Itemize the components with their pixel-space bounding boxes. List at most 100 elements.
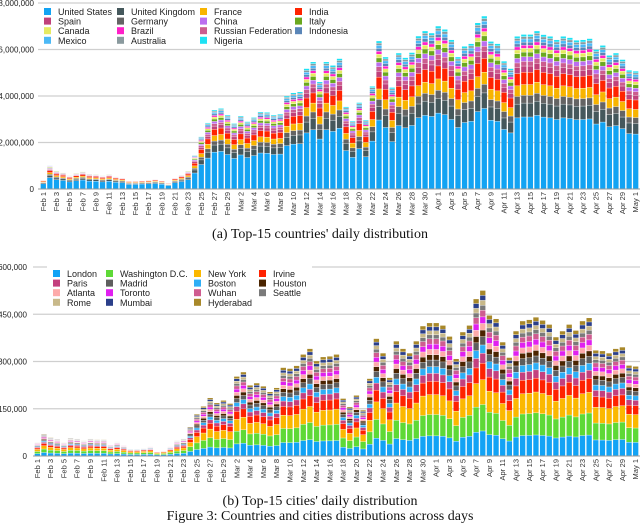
bar-segment-london [134,454,140,456]
bar-segment-atlanta [440,351,446,357]
bar-segment-irvine [480,363,486,380]
bar-segment-united-states [73,180,79,189]
bar-segment-spain [244,135,250,138]
bar-segment-boston [473,350,479,359]
bar-segment-london [274,445,280,456]
bar-segment-india [429,71,435,84]
bar-segment-london [207,447,213,456]
x-tick-label: Apr 5 [460,192,469,210]
bar-segment-china [461,67,468,72]
bar-segment-australia [475,25,481,28]
bar-segment-toronto [220,409,227,412]
bar-segment-nigeria [633,71,639,73]
bar-segment-russian-federation [508,89,514,94]
bar-segment-germany [540,95,547,104]
bar-segment-nigeria [554,39,560,42]
bar-segment-hyderabad [433,323,439,327]
bar-segment-hyderabad [593,350,599,354]
bar-segment-london [387,444,393,456]
bar-segment-germany [343,139,349,144]
bar-segment-toronto [200,414,207,417]
bar-segment-irvine [347,428,353,434]
bar-segment-atlanta [619,369,626,374]
bar-segment-india [73,176,79,177]
bar-stack-mar-13 [310,62,316,189]
bar-segment-hyderabad [573,330,579,334]
bar-segment-russian-federation [211,123,218,126]
bar-segment-germany [264,142,270,147]
bar-segment-nigeria [323,62,329,64]
bar-segment-united-states [224,154,231,189]
bar-stack-apr-12 [508,68,514,189]
bar-segment-london [333,440,340,456]
bar-segment-canada [205,128,211,131]
bar-segment-canada [600,58,606,62]
bar-segment-india [455,89,461,100]
bar-stack-feb-17 [145,180,152,189]
bar-segment-spain [363,134,369,137]
bar-segment-houston [566,356,572,362]
bar-segment-paris [539,372,546,380]
bar-segment-london [54,453,60,456]
bar-segment-irvine [121,449,127,451]
legend-label: Rome [67,298,91,308]
bar-segment-india [626,99,632,109]
bar-segment-mexico [224,117,231,119]
bar-segment-germany [514,96,520,104]
bar-segment-spain [231,137,237,140]
bar-segment-australia [481,18,487,22]
bar-segment-wuhan [460,347,466,352]
bar-segment-paris [94,445,100,447]
bar-segment-london [74,453,80,456]
bar-segment-spain [205,136,211,139]
x-tick-label: Feb 7 [78,192,87,211]
bar-segment-wuhan [327,368,333,372]
bar-segment-wuhan [333,366,340,371]
bar-segment-toronto [433,344,439,350]
bar-stack-mar-16 [327,356,333,456]
bar-segment-brazil [409,62,415,65]
bar-segment-houston [486,349,493,355]
bar-segment-spain [251,132,257,135]
bar-segment-united-states [40,184,46,189]
bar-segment-toronto [586,340,592,346]
bar-segment-indonesia [435,34,441,38]
bar-segment-london [340,447,346,456]
countries-chart: 02,000,0004,000,0006,000,0008,000,000Feb… [0,0,640,215]
bar-stack-feb-15 [127,449,134,456]
bar-segment-indonesia [376,48,382,52]
bar-segment-london [41,452,47,456]
bar-segment-rome [559,338,566,343]
bar-segment-london [200,448,207,456]
bar-segment-madrid [586,356,592,364]
bar-segment-houston [300,378,306,383]
bar-segment-toronto [526,341,532,347]
bar-segment-india [350,137,356,143]
bar-segment-new-york [466,396,473,416]
bar-segment-new-york [387,420,393,432]
bar-segment-united-states [356,148,362,189]
bar-stack-feb-16 [134,449,140,456]
bar-segment-united-states [402,128,408,189]
bar-segment-italy [448,57,455,62]
bar-segment-mumbai [573,334,579,338]
bar-segment-hyderabad [200,406,207,408]
bar-segment-london [373,438,380,456]
x-tick-label: Mar 4 [246,459,255,478]
bar-segment-madrid [254,403,260,407]
bar-segment-paris [333,393,340,399]
bar-segment-australia [429,35,435,38]
bar-segment-wuhan [453,370,459,375]
bar-segment-france [415,85,422,97]
bar-segment-madrid [280,392,286,397]
x-tick-label: Apr 27 [605,459,614,481]
bar-segment-madrid [194,426,200,428]
bar-segment-atlanta [446,360,453,365]
bar-segment-india [600,80,606,92]
bar-segment-united-states [475,111,481,189]
bar-segment-russian-federation [429,60,435,65]
bar-segment-france [402,100,408,110]
bar-segment-toronto [247,396,253,400]
bar-segment-rome [220,403,227,406]
bar-segment-boston [367,404,373,408]
